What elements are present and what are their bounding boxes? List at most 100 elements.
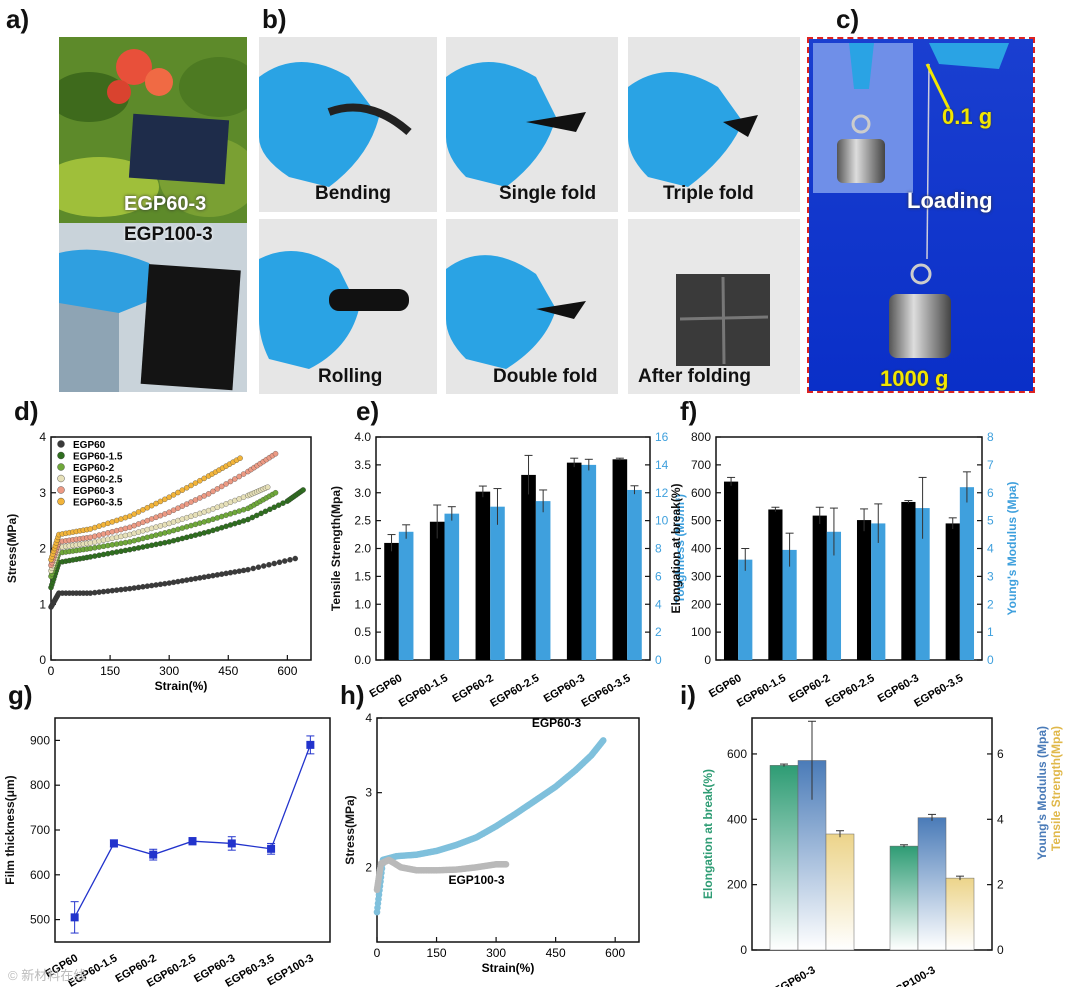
panel-label-a: a)	[6, 4, 30, 34]
i-ylabel-left: Elongation at break(%)	[701, 769, 715, 899]
chart-e-bar-0-2	[475, 491, 491, 660]
chart-f-bar-1-4	[915, 508, 930, 660]
photo-egp60-3-film-on-leaves	[59, 37, 247, 223]
chart-f-bar-0-2	[812, 515, 827, 660]
chart-e-ytick-label-left-4: 2.0	[354, 542, 371, 556]
photo-single-fold	[446, 37, 618, 212]
chart-e-ytick-label-left-7: 3.5	[354, 458, 371, 472]
d-point-5-41	[188, 482, 194, 489]
chart-f-cat-label-0: EGP60	[707, 672, 744, 700]
d-point-4-53	[240, 471, 247, 477]
g-line	[74, 744, 311, 918]
d-point-4-45	[205, 491, 212, 497]
d-legend-label-4: EGP60-3	[73, 486, 115, 497]
g-point-5	[267, 844, 276, 853]
chart-e-ytick-label-left-6: 3.0	[354, 486, 371, 500]
d-xlabel: Strain(%)	[155, 679, 208, 693]
photo-egp100-3-film-in-hand	[59, 223, 247, 392]
chart-f-bar-1-2	[826, 531, 842, 660]
chart-e-bar-0-5	[612, 459, 628, 660]
g-point-0	[70, 913, 79, 922]
caption-weight-big: 1000 g	[880, 366, 949, 391]
d-point-5-54	[237, 455, 243, 461]
d-point-4-49	[223, 481, 229, 487]
i-ytick-label-left-1: 200	[727, 878, 747, 892]
chart-f-ytick-label-right-4: 4	[987, 542, 994, 556]
d-ytick-label-left-1: 1	[39, 597, 46, 611]
photo-loading-weight	[807, 37, 1035, 393]
d-point-5-44	[201, 475, 207, 482]
d-point-1-72	[300, 487, 306, 493]
d-xtick-label-4: 600	[277, 664, 297, 678]
panel-label-g: g)	[8, 680, 33, 710]
d-point-0-63	[292, 555, 298, 562]
i-ytick-label-right-1: 2	[997, 878, 1004, 892]
d-ytick-label-left-0: 0	[39, 653, 46, 667]
panel-label-c: c)	[836, 4, 860, 34]
d-point-5-28	[131, 511, 137, 517]
chart-e-bar-1-1	[444, 513, 460, 660]
d-point-0-54	[245, 566, 251, 573]
caption-after-folding: After folding	[638, 366, 751, 387]
caption-bending: Bending	[315, 183, 391, 204]
i-bar-1-1	[917, 817, 947, 951]
d-xtick-label-0: 0	[48, 664, 55, 678]
g-ytick-label-left-4: 900	[30, 733, 50, 747]
d-legend-marker-1	[57, 451, 65, 460]
d-xtick-label-1: 150	[100, 664, 120, 678]
photo-bending	[259, 37, 437, 212]
d-legend-marker-0	[57, 440, 65, 448]
i-frame	[751, 717, 993, 951]
chart-f-ytick-label-left-0: 0	[704, 653, 711, 667]
d-point-0-60	[276, 559, 283, 566]
d-point-2-63	[272, 489, 279, 496]
d-point-0-58	[266, 561, 272, 568]
panel-label-f: f)	[680, 396, 698, 426]
chart-f-ytick-label-right-6: 6	[987, 486, 994, 500]
d-xtick-label-2: 300	[159, 664, 179, 678]
chart-f-bar-0-3	[856, 520, 872, 660]
i-ytick-label-right-2: 4	[997, 812, 1004, 826]
d-point-5-42	[192, 480, 199, 486]
caption-double-fold: Double fold	[493, 366, 598, 387]
i-bar-2-0	[825, 833, 855, 951]
d-point-5-37	[170, 492, 177, 498]
chart-e-ytick-label-left-5: 2.5	[354, 514, 371, 528]
i-ylabel-right-1: Young's Modulus (Mpa)	[1035, 726, 1049, 860]
chart-f-ytick-label-left-8: 800	[691, 430, 711, 444]
d-point-5-29	[135, 509, 142, 515]
d-point-0-62	[287, 557, 293, 563]
g-frame	[54, 717, 331, 943]
i-ylabel-right-2: Tensile Strength(Mpa)	[1049, 726, 1063, 851]
d-legend-marker-4	[57, 486, 65, 494]
chart-f-ytick-label-right-5: 5	[987, 514, 994, 528]
chart-f-cat-label-1: EGP60-1.5	[735, 672, 788, 710]
chart-f-bar-1-0	[738, 559, 753, 660]
d-point-4-63	[272, 450, 279, 457]
chart-f-bar-0-5	[945, 523, 960, 660]
chart-f-ytick-label-left-3: 300	[691, 569, 711, 583]
chart-e-tensile-toughness: 0.0 0.5 1.0 1.5 2.0 2.5 3.0 3.5 4.0 0 2 4 6 8 10 12 14 16…	[329, 430, 687, 710]
chart-f-bar-1-3	[871, 523, 886, 660]
chart-e-ytick-label-right-1: 2	[655, 625, 662, 639]
chart-f-bar-0-4	[901, 501, 916, 660]
d-point-5-27	[127, 513, 133, 519]
chart-h-stress-strain-compare: 2 3 4 0 150 300 450 600 Strain(%) Stress(MPa) EGP6…	[343, 711, 640, 975]
chart-e-ytick-label-left-3: 1.5	[354, 569, 371, 583]
h-series-label-0: EGP60-3	[532, 716, 582, 730]
chart-i-property-compare: 0 200 400 600 0 2 4 6 Elongation at break(%) Youn…	[701, 717, 1063, 987]
d-point-5-32	[148, 502, 155, 509]
h-xtick-label-4: 600	[605, 946, 625, 960]
caption-weight-small: 0.1 g	[942, 104, 993, 129]
d-point-5-30	[140, 507, 146, 513]
h-xtick-label-3: 450	[546, 946, 566, 960]
panel-label-e: e)	[356, 396, 380, 426]
d-point-4-46	[210, 488, 216, 495]
chart-e-ytick-label-left-1: 0.5	[354, 625, 371, 639]
panel-label-i: i)	[680, 680, 696, 710]
chart-f-ytick-label-right-3: 3	[987, 569, 994, 583]
d-point-0-59	[271, 560, 277, 567]
chart-f-bar-0-1	[768, 509, 783, 660]
